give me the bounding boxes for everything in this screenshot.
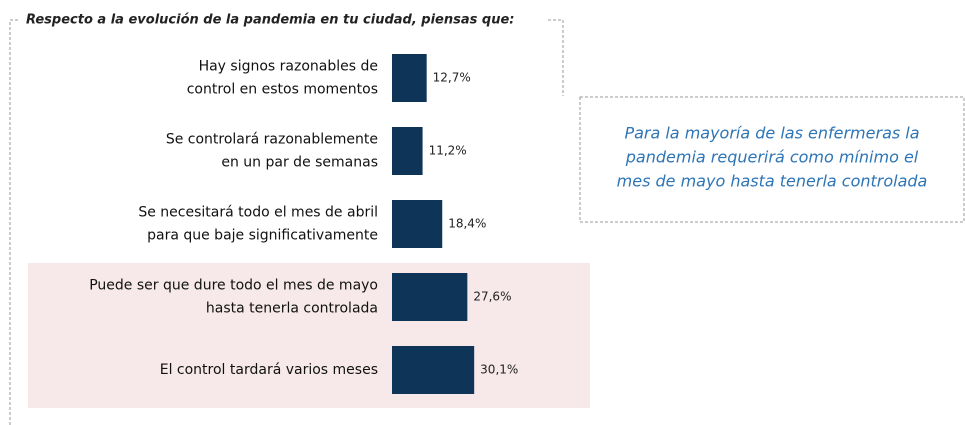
bar (392, 346, 475, 394)
bar (392, 127, 423, 175)
category-label: Puede ser que dure todo el mes de mayo (89, 278, 378, 294)
value-label: 30,1% (480, 363, 518, 377)
annotation-text: pandemia requerirá como mínimo el (625, 148, 919, 167)
category-label: Hay signos razonables de (199, 59, 378, 75)
value-label: 18,4% (448, 217, 486, 231)
frame (9, 19, 564, 425)
category-label: en un par de semanas (221, 155, 378, 171)
category-label: El control tardará varios meses (160, 362, 378, 378)
category-label: Se necesitará todo el mes de abril (138, 205, 378, 221)
value-label: 12,7% (433, 71, 471, 85)
annotation-text: Para la mayoría de las enfermeras la (624, 124, 919, 143)
chart-title: Respecto a la evolución de la pandemia e… (26, 13, 514, 28)
annotation-text: mes de mayo hasta tenerla controlada (617, 172, 928, 191)
category-label: Se controlará razonablemente (166, 132, 378, 148)
annotation-box (579, 96, 965, 223)
bar (392, 54, 427, 102)
value-label: 27,6% (473, 290, 511, 304)
value-label: 11,2% (429, 144, 467, 158)
category-label: para que baje significativamente (147, 228, 378, 244)
bar (392, 273, 468, 321)
highlight-band (28, 263, 590, 408)
category-label: control en estos momentos (187, 82, 378, 98)
bar (392, 200, 443, 248)
category-label: hasta tenerla controlada (206, 301, 378, 317)
